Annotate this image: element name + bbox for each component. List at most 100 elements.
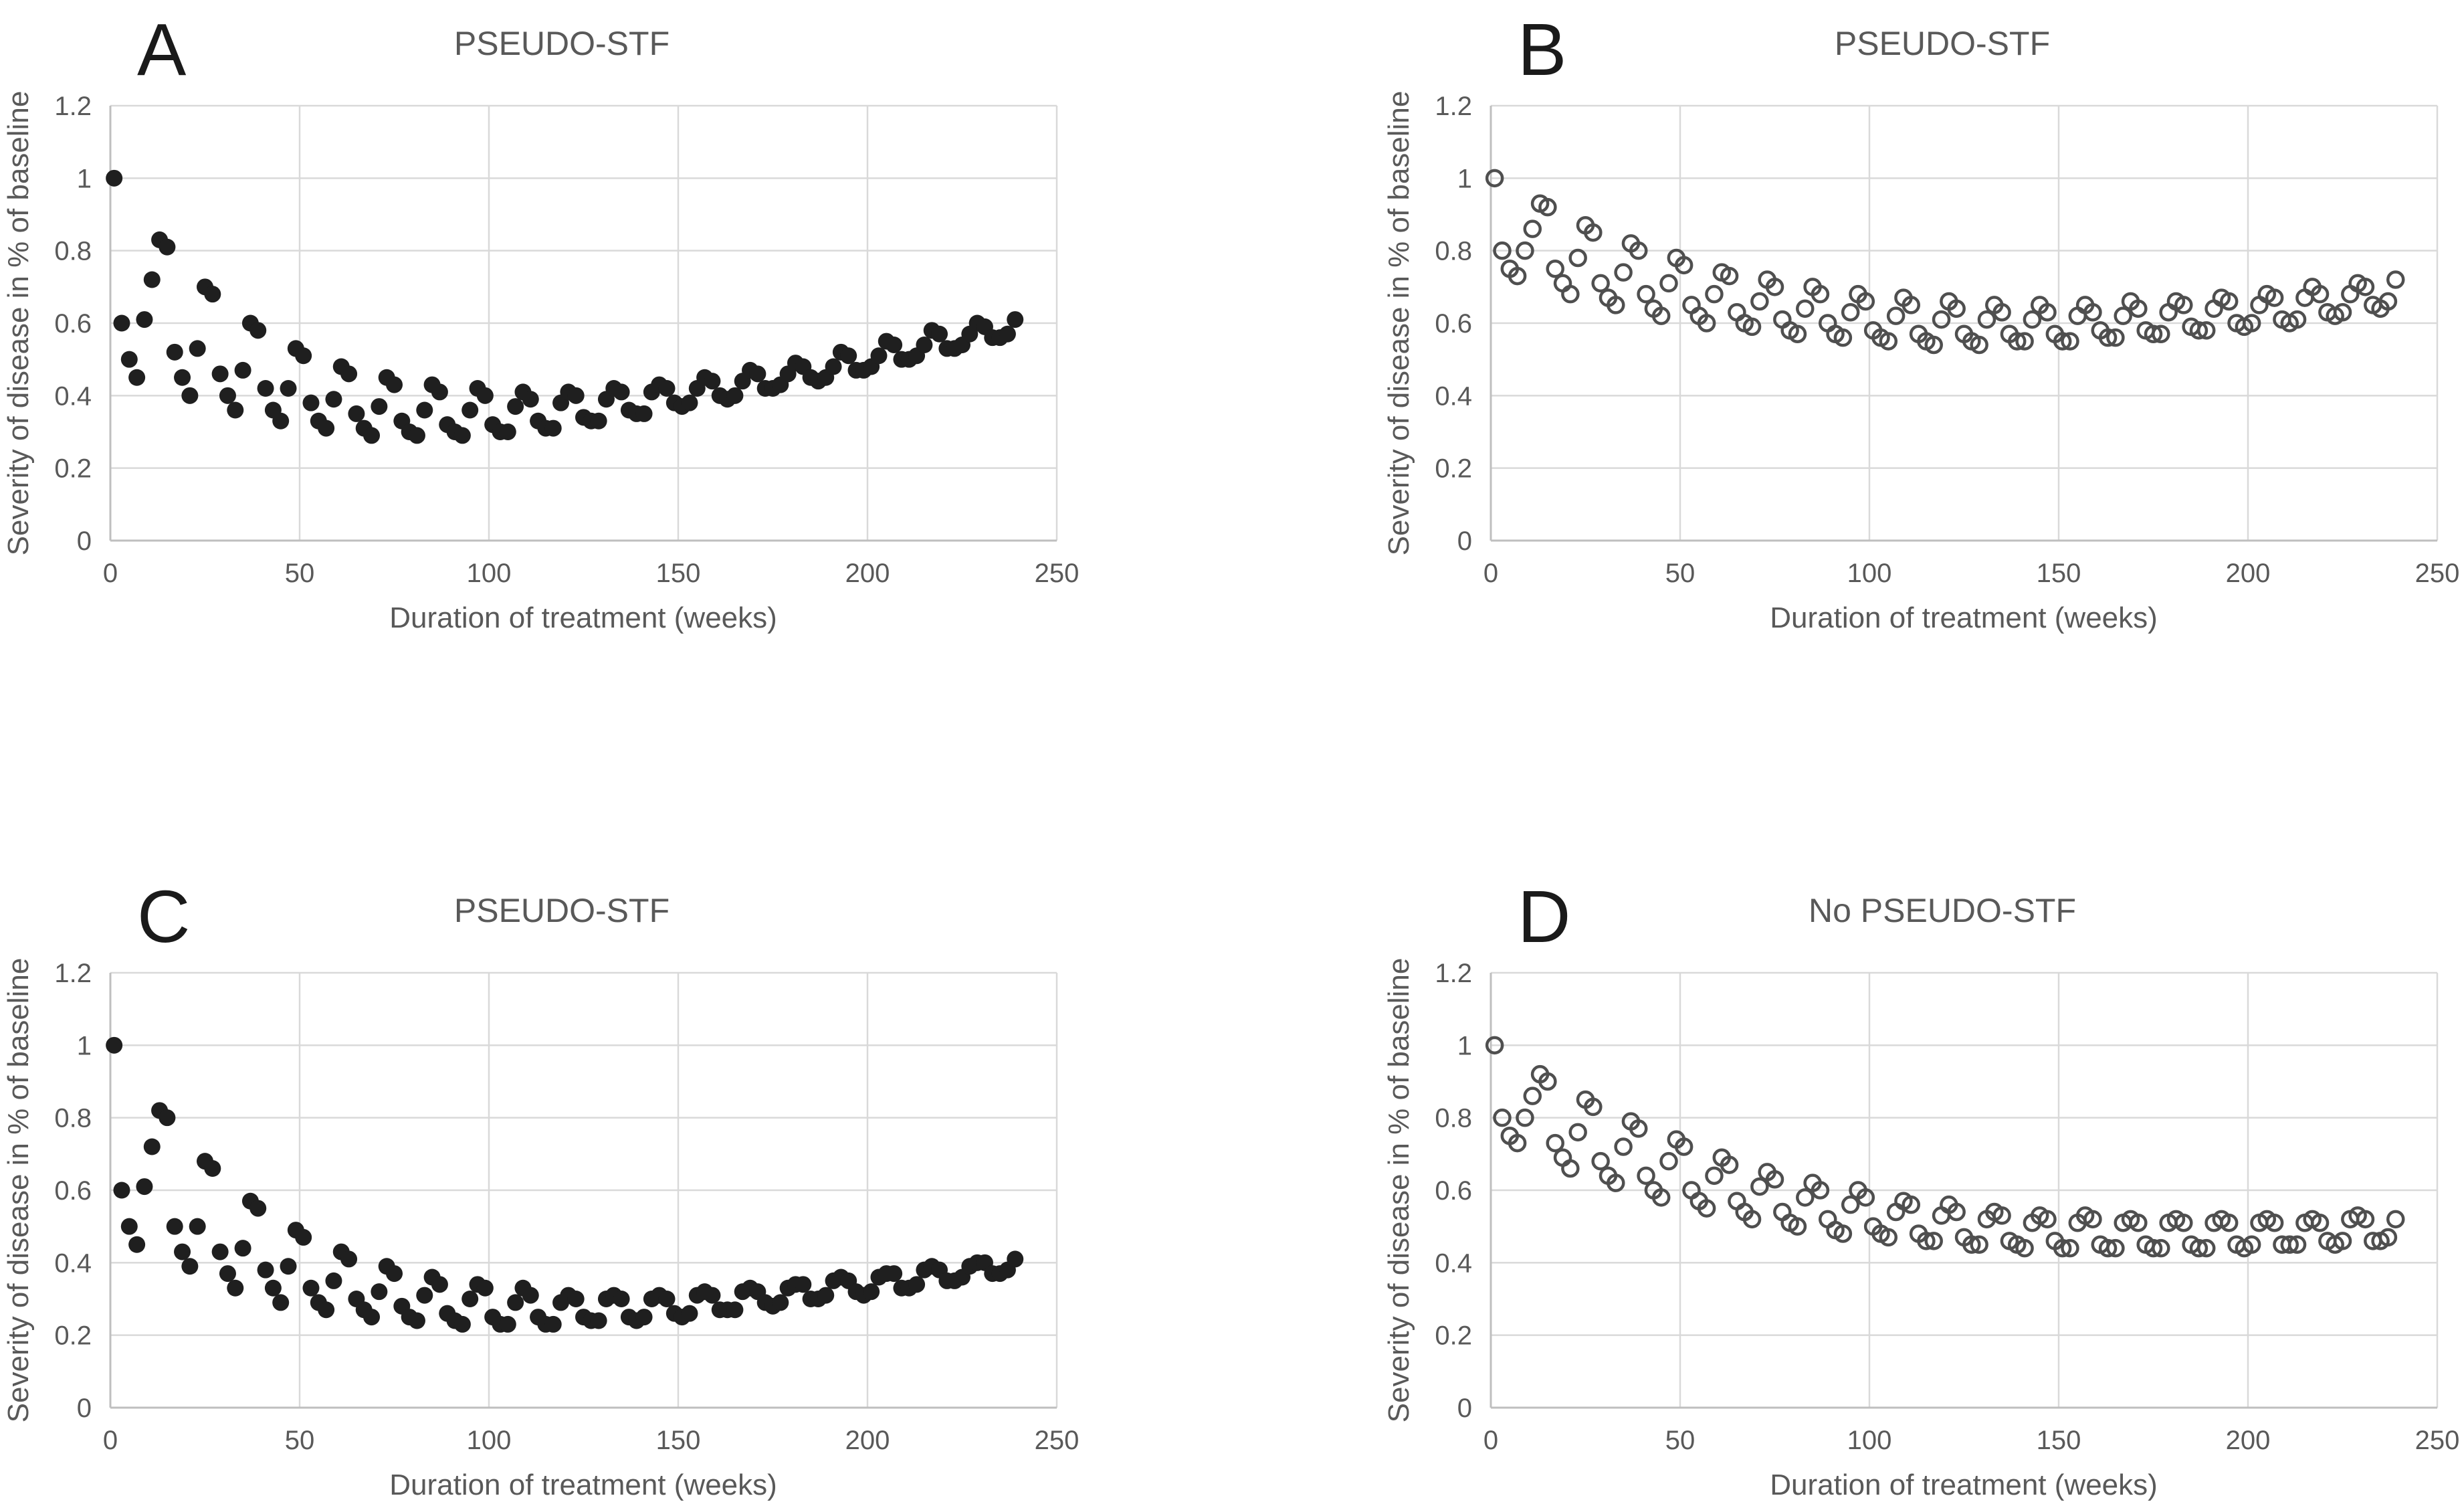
data-point (408, 427, 425, 444)
data-point (181, 1258, 199, 1275)
data-point (635, 1309, 653, 1326)
data-point (249, 322, 267, 339)
data-point (507, 398, 524, 415)
data-point (1879, 1228, 1898, 1247)
data-point (863, 1283, 880, 1301)
data-point (931, 325, 948, 343)
data-point (1750, 1177, 1769, 1196)
data-point (2265, 288, 2284, 307)
data-point (1659, 1151, 1678, 1171)
x-axis-title: Duration of treatment (weeks) (1770, 601, 2158, 634)
data-point (681, 394, 698, 411)
data-point (416, 401, 433, 419)
data-point (1841, 1195, 1860, 1214)
x-tick-label: 250 (1035, 1426, 1080, 1455)
data-point (1833, 1224, 1853, 1243)
y-tick-label: 0 (77, 527, 92, 556)
data-point (2144, 324, 2163, 343)
data-point (371, 398, 388, 415)
x-axis-title: Duration of treatment (weeks) (389, 601, 777, 634)
data-point (2106, 328, 2125, 347)
x-tick-label: 150 (2037, 1426, 2081, 1455)
data-point (681, 1305, 698, 1322)
y-tick-label: 1.2 (54, 92, 92, 121)
data-point (234, 1240, 251, 1257)
data-point (2098, 1238, 2118, 1258)
data-point (544, 419, 562, 437)
data-point (908, 1276, 926, 1293)
data-point (113, 314, 130, 332)
x-tick-label: 200 (2226, 1426, 2271, 1455)
data-point (227, 401, 244, 419)
x-tick-label: 200 (845, 559, 890, 588)
data-point (295, 347, 312, 365)
y-axis-title: Severity of disease in % of baseline (1382, 91, 1415, 556)
chart-title: No PSEUDO-STF (1809, 892, 2076, 929)
data-point (886, 1265, 903, 1283)
data-point (1742, 1210, 1762, 1229)
x-tick-label: 150 (656, 1426, 701, 1455)
data-point (1932, 310, 1951, 329)
data-point (1523, 219, 1542, 238)
y-axis-title: Severity of disease in % of baseline (2, 91, 35, 556)
data-point (1607, 296, 1625, 314)
data-point (2106, 1238, 2125, 1258)
data-point (1614, 263, 1633, 282)
data-point (2204, 299, 2223, 318)
data-point (2386, 1210, 2405, 1229)
data-point (2053, 332, 2072, 351)
data-point (1720, 266, 1739, 286)
x-tick-label: 250 (2415, 1426, 2460, 1455)
data-point (219, 1265, 236, 1283)
data-point (2189, 321, 2209, 340)
data-point (1765, 1170, 1784, 1189)
data-point (613, 383, 630, 401)
data-point (1947, 299, 1966, 318)
data-point (726, 1301, 744, 1319)
data-point (1917, 1232, 1936, 1250)
data-point (1561, 1159, 1580, 1178)
data-point (159, 238, 176, 256)
x-tick-label: 0 (1483, 1426, 1498, 1455)
data-point (257, 1261, 274, 1279)
data-point (1493, 241, 1512, 260)
data-point (318, 419, 335, 437)
data-point (174, 369, 191, 386)
y-tick-label: 1 (1457, 164, 1472, 193)
data-point (174, 1243, 191, 1260)
y-tick-label: 1 (1457, 1031, 1472, 1060)
plot-area: 0 0.2 0.4 0.6 0.8 1 1.2 0 50 100 150 200 250 (54, 959, 1079, 1455)
data-point (1924, 1232, 1943, 1250)
data-point (1856, 292, 1875, 311)
data-point (2114, 306, 2132, 325)
x-tick-label: 250 (2415, 559, 2460, 588)
data-point (2333, 1232, 2352, 1250)
data-point (1728, 303, 1746, 322)
data-point (1508, 266, 1527, 286)
data-point (2129, 299, 2148, 318)
x-tick-label: 100 (467, 1426, 512, 1455)
data-point (1773, 1202, 1792, 1222)
data-point (1591, 274, 1610, 293)
data-point (120, 351, 138, 368)
data-point (507, 1294, 524, 1311)
data-point (476, 387, 494, 404)
data-point (2242, 1235, 2261, 1254)
data-point (166, 343, 183, 361)
data-point (1523, 1087, 1542, 1105)
data-point (249, 1200, 267, 1217)
data-point (2152, 324, 2170, 343)
data-point (1485, 1036, 1504, 1055)
data-point (453, 427, 471, 444)
data-point (1584, 1097, 1603, 1117)
data-point (302, 1279, 320, 1297)
data-point (1493, 1108, 1512, 1127)
y-tick-label: 0.8 (54, 1104, 92, 1133)
data-point (1561, 284, 1580, 304)
data-point (2250, 296, 2269, 314)
data-point (1553, 1148, 1572, 1167)
x-tick-label: 50 (285, 559, 315, 588)
data-point (1007, 311, 1024, 328)
y-axis-title: Severity of disease in % of baseline (1382, 958, 1415, 1423)
data-point (2386, 270, 2405, 289)
